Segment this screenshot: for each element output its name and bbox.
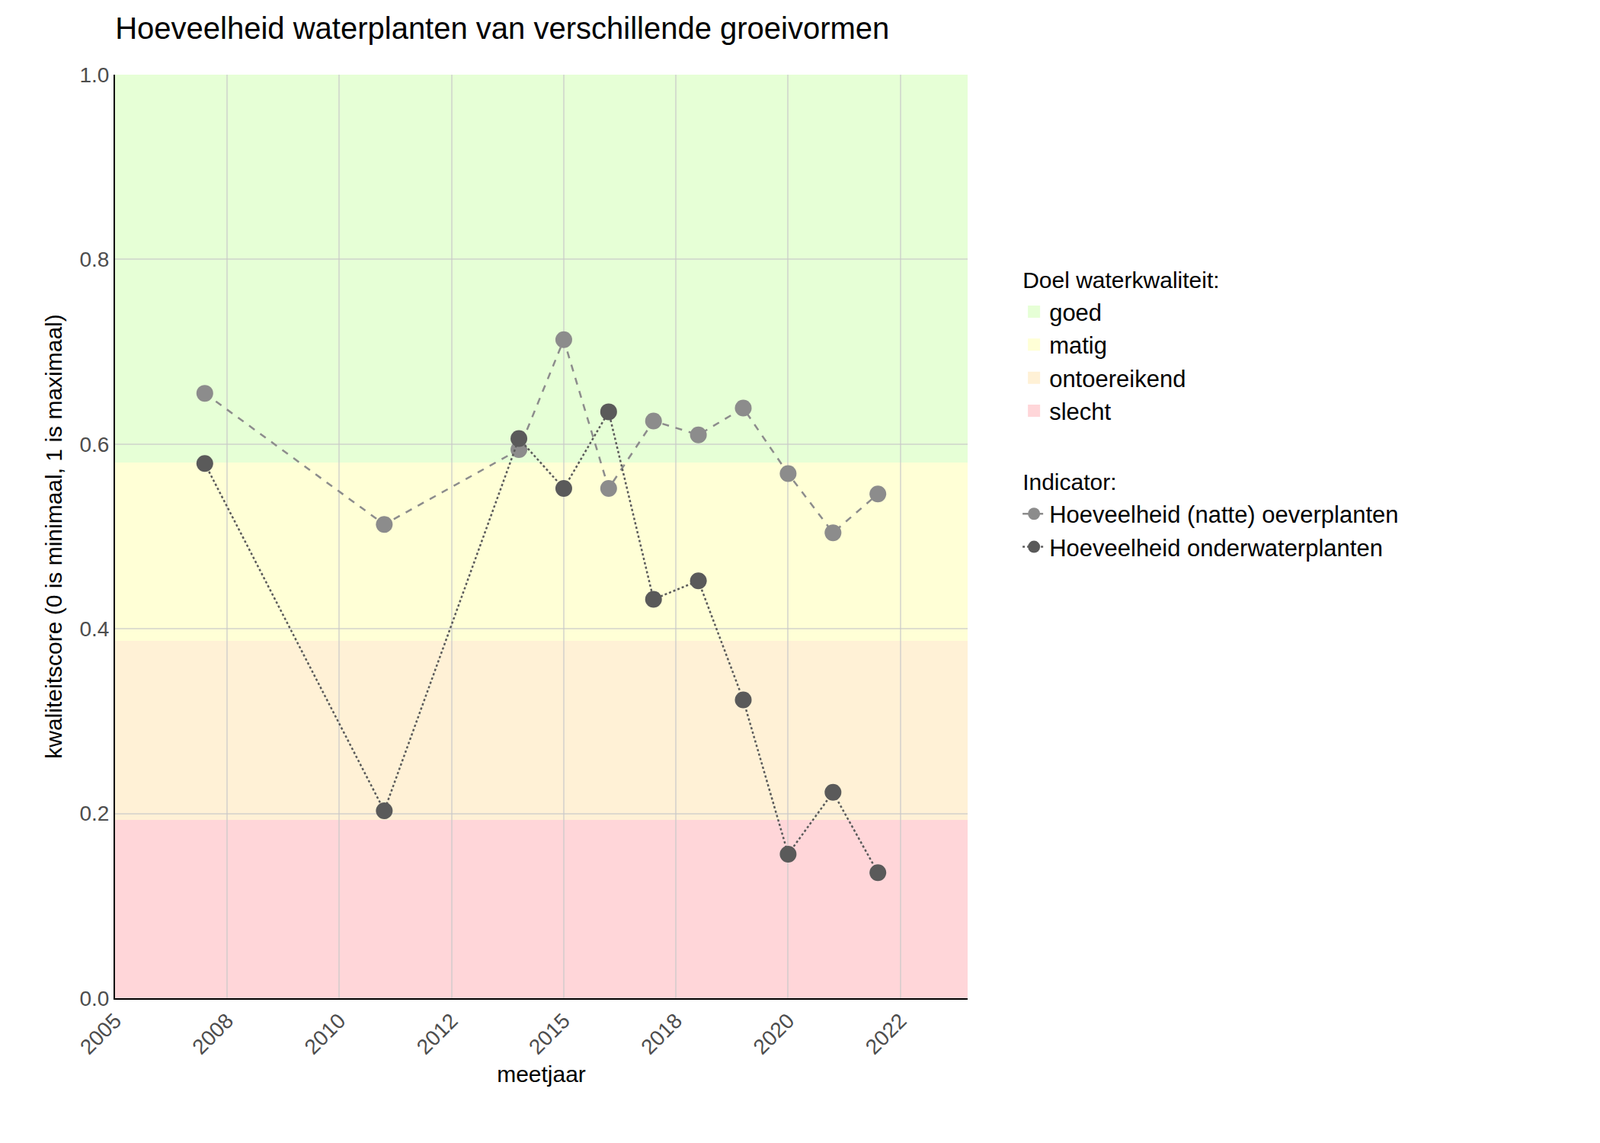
svg-text:2008: 2008 — [187, 1008, 238, 1060]
svg-text:goed: goed — [1049, 299, 1102, 327]
svg-text:2020: 2020 — [748, 1008, 800, 1060]
svg-text:2018: 2018 — [636, 1008, 687, 1060]
svg-text:ontoereikend: ontoereikend — [1049, 365, 1186, 393]
svg-text:0.0: 0.0 — [79, 986, 109, 1011]
svg-text:0.4: 0.4 — [79, 617, 109, 641]
svg-text:meetjaar: meetjaar — [496, 1061, 586, 1087]
svg-text:matig: matig — [1049, 332, 1108, 359]
svg-text:Hoeveelheid (natte) oeverplant: Hoeveelheid (natte) oeverplanten — [1049, 501, 1399, 528]
svg-text:Doel waterkwaliteit:: Doel waterkwaliteit: — [1022, 267, 1220, 293]
svg-text:Hoeveelheid waterplanten van v: Hoeveelheid waterplanten van verschillen… — [115, 11, 890, 45]
svg-text:0.6: 0.6 — [79, 432, 109, 457]
svg-text:kwaliteitscore (0 is minimaal,: kwaliteitscore (0 is minimaal, 1 is maxi… — [41, 313, 67, 759]
svg-text:0.8: 0.8 — [79, 247, 109, 272]
svg-text:Indicator:: Indicator: — [1022, 469, 1117, 495]
svg-text:2010: 2010 — [300, 1008, 351, 1060]
svg-text:Hoeveelheid onderwaterplanten: Hoeveelheid onderwaterplanten — [1049, 534, 1383, 562]
svg-text:2015: 2015 — [524, 1008, 575, 1060]
svg-text:2005: 2005 — [75, 1008, 126, 1060]
svg-text:2012: 2012 — [412, 1008, 463, 1060]
svg-text:slecht: slecht — [1049, 398, 1111, 426]
svg-text:0.2: 0.2 — [79, 801, 109, 826]
svg-text:2022: 2022 — [860, 1008, 912, 1060]
svg-text:1.0: 1.0 — [79, 63, 109, 87]
